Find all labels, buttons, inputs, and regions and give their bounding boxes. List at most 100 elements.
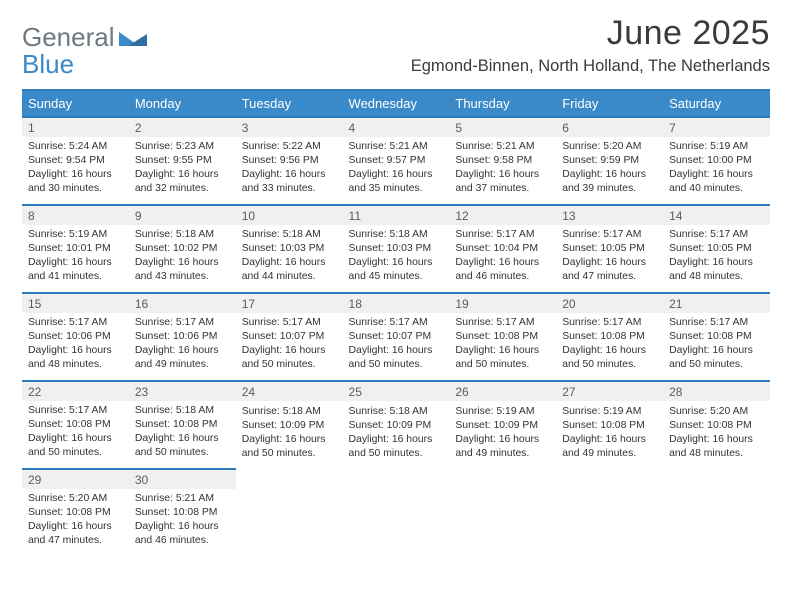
- day-cell: Sunrise: 5:17 AMSunset: 10:05 PMDaylight…: [663, 225, 770, 293]
- daylight-line: Daylight: 16 hours and 50 minutes.: [669, 344, 764, 372]
- day-cell: Sunrise: 5:21 AMSunset: 9:58 PMDaylight:…: [449, 137, 556, 205]
- sunset-line: Sunset: 10:02 PM: [135, 242, 230, 256]
- day-number: 27: [556, 382, 663, 401]
- sunset-line: Sunset: 10:08 PM: [28, 418, 123, 432]
- day-number: 20: [556, 294, 663, 313]
- sunrise-line: Sunrise: 5:17 AM: [242, 316, 337, 330]
- day-number: 24: [236, 382, 343, 401]
- day-number: 12: [449, 206, 556, 225]
- day-cell: Sunrise: 5:19 AMSunset: 10:00 PMDaylight…: [663, 137, 770, 205]
- weekday-header-row: Sunday Monday Tuesday Wednesday Thursday…: [22, 90, 770, 117]
- sunset-line: Sunset: 10:06 PM: [135, 330, 230, 344]
- day-number: 15: [22, 294, 129, 313]
- daylight-line: Daylight: 16 hours and 39 minutes.: [562, 168, 657, 196]
- sunrise-line: Sunrise: 5:17 AM: [669, 316, 764, 330]
- weekday-header: Sunday: [22, 90, 129, 117]
- day-number: 13: [556, 206, 663, 225]
- day-cell: Sunrise: 5:19 AMSunset: 10:09 PMDaylight…: [449, 401, 556, 469]
- sunrise-line: Sunrise: 5:24 AM: [28, 140, 123, 154]
- day-cell: Sunrise: 5:23 AMSunset: 9:55 PMDaylight:…: [129, 137, 236, 205]
- sunrise-line: Sunrise: 5:17 AM: [135, 316, 230, 330]
- daylight-line: Daylight: 16 hours and 47 minutes.: [562, 256, 657, 284]
- day-cell: Sunrise: 5:19 AMSunset: 10:01 PMDaylight…: [22, 225, 129, 293]
- daylight-line: Daylight: 16 hours and 50 minutes.: [135, 432, 230, 460]
- sunrise-line: Sunrise: 5:23 AM: [135, 140, 230, 154]
- day-cell: Sunrise: 5:20 AMSunset: 10:08 PMDaylight…: [663, 401, 770, 469]
- sunset-line: Sunset: 10:04 PM: [455, 242, 550, 256]
- weekday-header: Tuesday: [236, 90, 343, 117]
- sunset-line: Sunset: 9:57 PM: [349, 154, 444, 168]
- sunrise-line: Sunrise: 5:17 AM: [455, 316, 550, 330]
- day-cell: Sunrise: 5:20 AMSunset: 10:08 PMDaylight…: [22, 489, 129, 556]
- day-cell: Sunrise: 5:17 AMSunset: 10:07 PMDaylight…: [343, 313, 450, 381]
- title-block: June 2025 Egmond-Binnen, North Holland, …: [411, 14, 770, 76]
- daylight-line: Daylight: 16 hours and 48 minutes.: [669, 433, 764, 461]
- day-number: 17: [236, 294, 343, 313]
- sunset-line: Sunset: 10:01 PM: [28, 242, 123, 256]
- day-cell: Sunrise: 5:21 AMSunset: 9:57 PMDaylight:…: [343, 137, 450, 205]
- sunset-line: Sunset: 10:03 PM: [349, 242, 444, 256]
- sunrise-line: Sunrise: 5:22 AM: [242, 140, 337, 154]
- day-number: 1: [22, 118, 129, 137]
- day-cell: Sunrise: 5:18 AMSunset: 10:09 PMDaylight…: [343, 401, 450, 469]
- sunrise-line: Sunrise: 5:18 AM: [242, 228, 337, 242]
- sunset-line: Sunset: 9:59 PM: [562, 154, 657, 168]
- day-cell: Sunrise: 5:17 AMSunset: 10:04 PMDaylight…: [449, 225, 556, 293]
- sunrise-line: Sunrise: 5:17 AM: [562, 228, 657, 242]
- day-cell: Sunrise: 5:18 AMSunset: 10:02 PMDaylight…: [129, 225, 236, 293]
- day-cell: Sunrise: 5:21 AMSunset: 10:08 PMDaylight…: [129, 489, 236, 556]
- day-cell: Sunrise: 5:18 AMSunset: 10:08 PMDaylight…: [129, 401, 236, 469]
- day-number: 22: [22, 382, 129, 401]
- daylight-line: Daylight: 16 hours and 50 minutes.: [349, 433, 444, 461]
- location-line: Egmond-Binnen, North Holland, The Nether…: [411, 57, 770, 76]
- sunset-line: Sunset: 10:08 PM: [455, 330, 550, 344]
- day-cell: Sunrise: 5:22 AMSunset: 9:56 PMDaylight:…: [236, 137, 343, 205]
- day-number: 28: [663, 382, 770, 401]
- day-number: 18: [343, 294, 450, 313]
- logo-word-general: General: [22, 22, 115, 52]
- day-number: 6: [556, 118, 663, 137]
- day-number: 23: [129, 382, 236, 401]
- triangle-icon: [119, 22, 147, 52]
- page-title: June 2025: [411, 14, 770, 53]
- sunrise-line: Sunrise: 5:18 AM: [242, 405, 337, 419]
- daylight-line: Daylight: 16 hours and 37 minutes.: [455, 168, 550, 196]
- header: General Blue June 2025 Egmond-Binnen, No…: [22, 14, 770, 79]
- sunset-line: Sunset: 10:09 PM: [349, 419, 444, 433]
- daylight-line: Daylight: 16 hours and 35 minutes.: [349, 168, 444, 196]
- sunrise-line: Sunrise: 5:21 AM: [349, 140, 444, 154]
- sunrise-line: Sunrise: 5:19 AM: [669, 140, 764, 154]
- sunset-line: Sunset: 10:08 PM: [135, 506, 230, 520]
- weekday-header: Friday: [556, 90, 663, 117]
- weekday-header: Thursday: [449, 90, 556, 117]
- sunset-line: Sunset: 9:58 PM: [455, 154, 550, 168]
- sunrise-line: Sunrise: 5:20 AM: [669, 405, 764, 419]
- sunrise-line: Sunrise: 5:21 AM: [455, 140, 550, 154]
- sunset-line: Sunset: 10:08 PM: [562, 419, 657, 433]
- daylight-line: Daylight: 16 hours and 33 minutes.: [242, 168, 337, 196]
- sunset-line: Sunset: 9:55 PM: [135, 154, 230, 168]
- sunset-line: Sunset: 9:54 PM: [28, 154, 123, 168]
- day-number: 10: [236, 206, 343, 225]
- sunrise-line: Sunrise: 5:21 AM: [135, 492, 230, 506]
- sunset-line: Sunset: 10:08 PM: [28, 506, 123, 520]
- day-cell: Sunrise: 5:17 AMSunset: 10:06 PMDaylight…: [22, 313, 129, 381]
- daylight-line: Daylight: 16 hours and 47 minutes.: [28, 520, 123, 548]
- day-number: 25: [343, 382, 450, 401]
- logo: General Blue: [22, 14, 147, 79]
- sunset-line: Sunset: 10:08 PM: [562, 330, 657, 344]
- sunset-line: Sunset: 10:08 PM: [669, 330, 764, 344]
- daylight-line: Daylight: 16 hours and 50 minutes.: [242, 344, 337, 372]
- sunrise-line: Sunrise: 5:20 AM: [28, 492, 123, 506]
- sunset-line: Sunset: 10:07 PM: [349, 330, 444, 344]
- sunrise-line: Sunrise: 5:19 AM: [28, 228, 123, 242]
- daylight-line: Daylight: 16 hours and 46 minutes.: [455, 256, 550, 284]
- day-cell: Sunrise: 5:24 AMSunset: 9:54 PMDaylight:…: [22, 137, 129, 205]
- sunset-line: Sunset: 10:06 PM: [28, 330, 123, 344]
- day-cell: Sunrise: 5:17 AMSunset: 10:08 PMDaylight…: [556, 313, 663, 381]
- daylight-line: Daylight: 16 hours and 50 minutes.: [455, 344, 550, 372]
- day-cell: Sunrise: 5:17 AMSunset: 10:06 PMDaylight…: [129, 313, 236, 381]
- day-number: 14: [663, 206, 770, 225]
- logo-word-blue: Blue: [22, 49, 74, 79]
- weekday-header: Wednesday: [343, 90, 450, 117]
